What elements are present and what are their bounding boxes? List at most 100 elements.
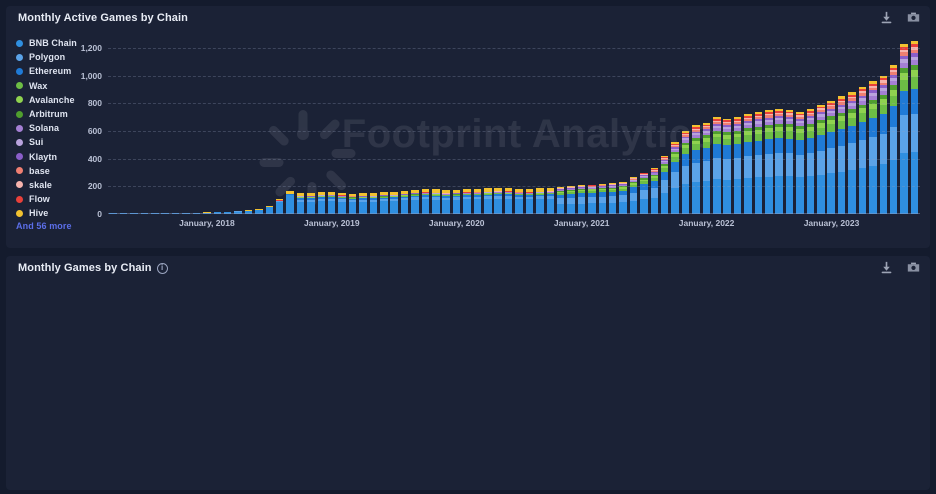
bar-column[interactable] [139, 34, 149, 214]
stacked-bar[interactable] [213, 212, 221, 214]
legend-item-hive[interactable]: Hive [16, 206, 88, 220]
bar-column[interactable] [191, 34, 201, 214]
stacked-bar[interactable] [536, 188, 544, 214]
stacked-bar[interactable] [744, 114, 752, 214]
stacked-bar[interactable] [775, 108, 783, 214]
stacked-bar[interactable] [598, 183, 607, 214]
bar-column[interactable] [347, 34, 357, 214]
stacked-bar[interactable] [359, 193, 367, 214]
bar-column[interactable] [233, 34, 243, 214]
bar-column[interactable] [129, 34, 139, 214]
stacked-bar[interactable] [307, 193, 315, 214]
bar-column[interactable] [587, 34, 597, 214]
stacked-bar[interactable] [296, 192, 305, 214]
stacked-bar[interactable] [713, 117, 721, 214]
bar-column[interactable] [660, 34, 670, 214]
stacked-bar[interactable] [723, 118, 731, 214]
bar-column[interactable] [868, 34, 878, 214]
stacked-bar[interactable] [837, 96, 846, 214]
stacked-bar[interactable] [629, 177, 638, 214]
bar-column[interactable] [743, 34, 753, 214]
legend-item-avalanche[interactable]: Avalanche [16, 93, 88, 107]
bar-column[interactable] [649, 34, 659, 214]
bar-column[interactable] [566, 34, 576, 214]
stacked-bar[interactable] [400, 190, 409, 214]
bar-column[interactable] [410, 34, 420, 214]
legend-item-ethereum[interactable]: Ethereum [16, 64, 88, 78]
bar-column[interactable] [628, 34, 638, 214]
bar-column[interactable] [243, 34, 253, 214]
bar-column[interactable] [639, 34, 649, 214]
bar-column[interactable] [774, 34, 784, 214]
legend-item-sui[interactable]: Sui [16, 135, 88, 149]
stacked-bar[interactable] [234, 211, 242, 214]
stacked-bar[interactable] [806, 108, 815, 214]
bar-column[interactable] [316, 34, 326, 214]
bar-column[interactable] [597, 34, 607, 214]
stacked-bar[interactable] [671, 142, 679, 214]
stacked-bar[interactable] [650, 168, 659, 214]
stacked-bar[interactable] [369, 192, 378, 214]
bar-column[interactable] [472, 34, 482, 214]
stacked-bar[interactable] [286, 191, 294, 214]
bar-column[interactable] [722, 34, 732, 214]
bar-column[interactable] [816, 34, 826, 214]
stacked-bar[interactable] [265, 205, 274, 214]
stacked-bar[interactable] [244, 210, 253, 214]
legend-item-arbitrum[interactable]: Arbitrum [16, 107, 88, 121]
bar-column[interactable] [836, 34, 846, 214]
bar-column[interactable] [909, 34, 919, 214]
stacked-bar[interactable] [171, 213, 180, 214]
stacked-bar[interactable] [879, 75, 887, 214]
stacked-bar[interactable] [910, 41, 919, 214]
bar-column[interactable] [202, 34, 212, 214]
info-icon[interactable]: i [156, 262, 168, 274]
legend-item-polygon[interactable]: Polygon [16, 50, 88, 64]
stacked-bar[interactable] [785, 109, 794, 214]
bar-column[interactable] [431, 34, 441, 214]
bar-column[interactable] [108, 34, 118, 214]
download-icon[interactable] [880, 261, 893, 274]
stacked-bar[interactable] [473, 188, 482, 214]
bar-column[interactable] [753, 34, 763, 214]
stacked-bar[interactable] [348, 193, 357, 214]
stacked-bar[interactable] [577, 185, 586, 214]
stacked-bar[interactable] [161, 213, 169, 214]
stacked-bar[interactable] [515, 188, 523, 214]
stacked-bar[interactable] [525, 189, 534, 214]
bar-column[interactable] [878, 34, 888, 214]
bar-column[interactable] [514, 34, 524, 214]
bar-column[interactable] [150, 34, 160, 214]
bar-column[interactable] [275, 34, 285, 214]
bar-column[interactable] [462, 34, 472, 214]
camera-snapshot-icon[interactable] [907, 11, 920, 24]
stacked-bar[interactable] [640, 172, 648, 214]
legend-item-flow[interactable]: Flow [16, 192, 88, 206]
stacked-bar[interactable] [660, 155, 669, 214]
bar-column[interactable] [264, 34, 274, 214]
stacked-bar[interactable] [223, 211, 232, 214]
stacked-bar[interactable] [255, 209, 263, 214]
stacked-bar[interactable] [484, 188, 492, 214]
bar-column[interactable] [555, 34, 565, 214]
bar-column[interactable] [181, 34, 191, 214]
bar-column[interactable] [618, 34, 628, 214]
legend-item-base[interactable]: base [16, 164, 88, 178]
bar-column[interactable] [170, 34, 180, 214]
camera-snapshot-icon[interactable] [907, 261, 920, 274]
stacked-bar[interactable] [619, 181, 627, 214]
stacked-bar[interactable] [192, 212, 201, 214]
stacked-bar[interactable] [140, 213, 149, 214]
stacked-bar[interactable] [119, 213, 128, 214]
stacked-bar[interactable] [338, 192, 346, 214]
bar-column[interactable] [285, 34, 295, 214]
bar-column[interactable] [327, 34, 337, 214]
bar-column[interactable] [295, 34, 305, 214]
stacked-bar[interactable] [327, 191, 336, 214]
legend-item-wax[interactable]: Wax [16, 79, 88, 93]
bar-column[interactable] [899, 34, 909, 214]
stacked-bar[interactable] [754, 112, 763, 214]
stacked-bar[interactable] [869, 81, 877, 214]
stacked-bar[interactable] [608, 183, 617, 214]
stacked-bar[interactable] [858, 86, 867, 214]
